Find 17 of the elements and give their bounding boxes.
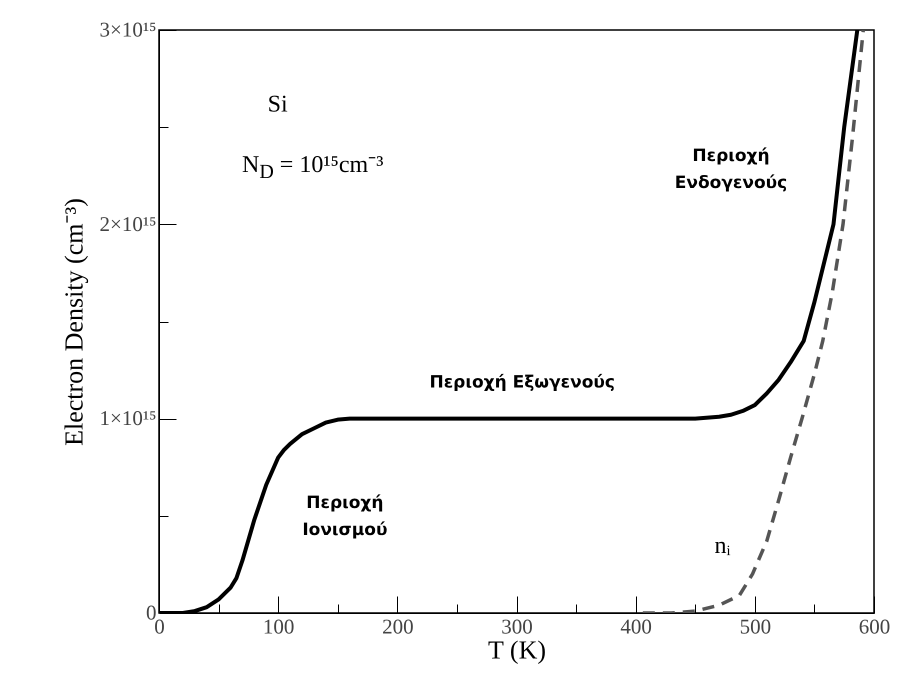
annotation: Περιοχή Εξωγενούς [429,371,615,394]
x-tick-label: 200 [382,614,414,638]
annotation: Si [268,92,288,119]
x-tick-label: 100 [262,614,294,638]
y-axis-title: Electron Density (cm⁻³) [60,198,89,446]
x-tick-label: 400 [620,614,652,638]
x-axis-title: T (K) [488,636,546,664]
annotation: Περιοχή Ιονισμού [301,492,388,542]
series-label: nᵢ [714,533,730,560]
x-tick-label: 300 [501,614,533,638]
x-tick-label: 600 [858,614,890,638]
y-tick-label: 2×10¹⁵ [100,212,156,236]
y-tick-label: 1×10¹⁵ [100,406,156,430]
annotation: Περιοχή Ενδογενούς [674,144,788,195]
y-tick-label: 3×10¹⁵ [100,18,156,42]
annotation: N$_{D}$ = 10¹⁵cm⁻³ [242,151,384,184]
x-tick-label: 500 [740,614,772,638]
